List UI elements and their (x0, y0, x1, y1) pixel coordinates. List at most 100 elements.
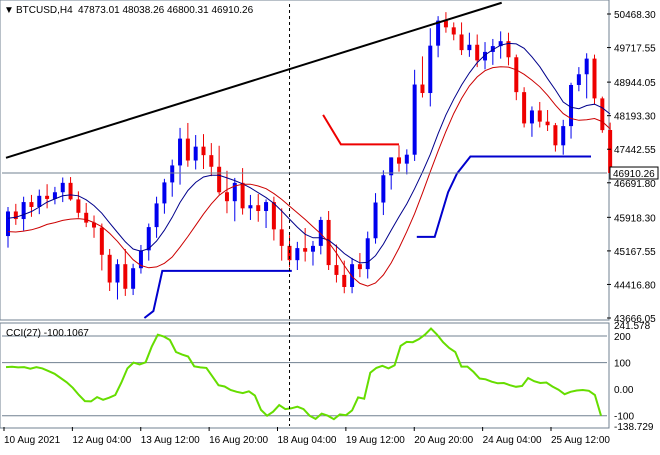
candle-body (553, 125, 558, 146)
cci-pane (0, 322, 610, 429)
axes: 46910.26 50468.30 49717.55 48944.05 48193.30… (2, 4, 659, 446)
current-price-label: 46910.26 (613, 169, 655, 180)
cci-axis-label: 0.00 (614, 385, 634, 396)
candle-body (154, 203, 159, 228)
candle-body (569, 84, 574, 127)
candle-body (342, 274, 347, 287)
candle-body (295, 248, 300, 261)
candle-body (279, 229, 284, 246)
candle-body (84, 212, 89, 223)
candle-body (310, 245, 315, 252)
candle-body (68, 182, 73, 200)
candle-body (420, 84, 425, 94)
candle-body (107, 254, 112, 283)
indicator-blue-mid-line (416, 155, 591, 238)
candle-body (389, 157, 394, 176)
price-tick-label: 49717.55 (614, 44, 656, 55)
candle-body (451, 27, 456, 35)
candle-body (436, 20, 441, 46)
candle-body (162, 182, 167, 204)
candle-body (561, 126, 566, 146)
candle-body (201, 146, 206, 156)
candle-body (92, 222, 97, 228)
candle-body (412, 84, 417, 155)
candle-body (138, 250, 143, 269)
candle-body (498, 41, 503, 47)
candle-body (193, 146, 198, 161)
candle-body (350, 264, 355, 287)
candle-body (185, 138, 190, 161)
time-tick-label: 19 Aug 12:00 (346, 435, 405, 446)
chart-symbol: BTCUSD,H4 (16, 5, 73, 16)
candle-body (506, 41, 511, 58)
indicator-blue-low-line (143, 269, 292, 319)
price-tick-label: 45167.55 (614, 247, 656, 258)
symbol-triangle-icon: ▼ (4, 5, 14, 16)
candle-body (6, 211, 10, 237)
cci-label: CCI(27) -100.1067 (6, 328, 89, 339)
price-tick-label: 50468.30 (614, 10, 656, 21)
candle-body (428, 45, 433, 94)
candle-body (365, 238, 370, 270)
candle-body (475, 44, 480, 61)
price-tick-label: 48944.05 (614, 78, 656, 89)
candle-body (608, 129, 613, 174)
candle-body (373, 202, 378, 239)
price-tick-label: 48193.30 (614, 112, 656, 123)
candle-body (76, 199, 81, 213)
candle-body (248, 205, 253, 209)
candle-body (576, 74, 581, 85)
candle-body (529, 110, 534, 124)
candle-body (217, 166, 222, 193)
candle-body (123, 264, 128, 289)
candle-body (52, 192, 57, 199)
candle-body (37, 195, 42, 207)
candle-body (381, 175, 386, 203)
candle-body (600, 98, 605, 131)
price-tick-label: 43666.05 (614, 314, 656, 325)
current-price-label-box (609, 166, 659, 180)
candle-body (537, 110, 542, 122)
candle-body (60, 182, 65, 193)
price-tick-label: 45918.30 (614, 213, 656, 224)
candle-body (514, 57, 519, 93)
candle-body (256, 205, 261, 212)
price-series (6, 12, 613, 300)
time-tick-label: 24 Aug 04:00 (483, 435, 542, 446)
candle-body (170, 165, 175, 183)
cci-axis-label: 200 (614, 332, 631, 343)
candle-body (21, 202, 26, 220)
candle-body (271, 202, 276, 230)
time-tick-label: 13 Aug 12:00 (141, 435, 200, 446)
candle-body (318, 219, 323, 246)
candle-body (584, 58, 589, 75)
candle-body (287, 245, 292, 261)
time-tick-label: 20 Aug 20:00 (414, 435, 473, 446)
candle-body (404, 154, 409, 164)
candle-body (467, 44, 472, 51)
candle-body (459, 34, 464, 51)
candle-body (334, 265, 339, 275)
candle-body (178, 138, 183, 166)
candle-body (592, 58, 597, 99)
time-tick-label: 12 Aug 04:00 (72, 435, 131, 446)
candle-body (264, 202, 269, 212)
price-tick-label: 44416.80 (614, 280, 656, 291)
chart-ohlc: 47873.01 48038.26 46800.31 46910.26 (78, 5, 254, 16)
candle-body (240, 182, 245, 209)
candle-body (545, 121, 550, 126)
ma-slow-line (7, 66, 611, 287)
time-tick-label: 18 Aug 04:00 (278, 435, 337, 446)
candle-body (146, 227, 151, 251)
cci-axis-label: -100 (614, 412, 634, 423)
candle-body (397, 157, 401, 164)
candle-body (303, 248, 308, 252)
candle-body (357, 264, 362, 270)
cci-axis-label: -138.729 (614, 422, 654, 433)
overlay-lines (5, 1, 611, 319)
candle-body (443, 20, 448, 28)
cci-axis-label: 241.578 (614, 321, 651, 332)
